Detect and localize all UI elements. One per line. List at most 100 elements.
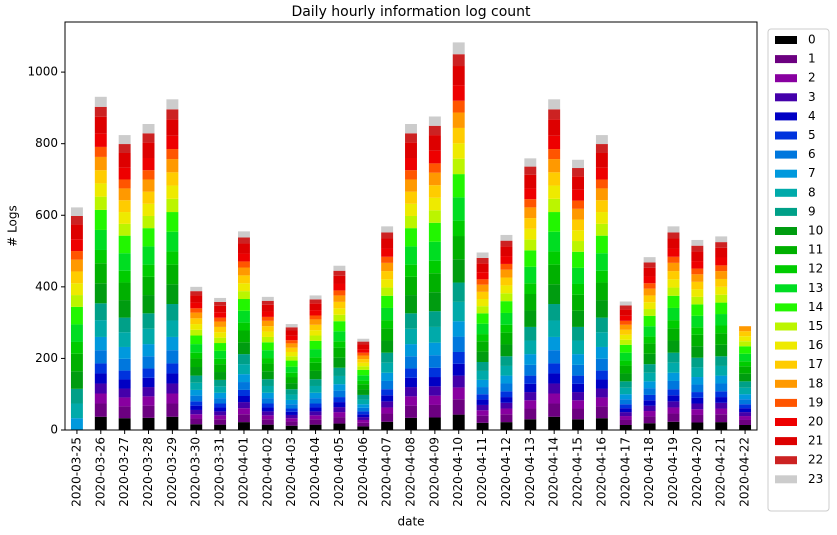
bar-segment [285,372,298,378]
bar-segment [333,275,346,284]
bar-segment [357,417,370,420]
bar-segment [476,422,489,430]
bar-segment [691,239,704,246]
bar-segment [238,310,250,323]
bar-segment [166,212,179,232]
bar-segment [94,229,107,250]
bar-segment [381,271,394,280]
bar-segment [595,270,608,283]
bar-segment [214,407,227,412]
bar-segment [548,185,561,199]
bar-segment [405,387,417,397]
legend-swatch [775,93,797,102]
legend-swatch [775,227,797,235]
bar-segment [238,396,250,403]
bar-segment [667,407,680,414]
bar-segment [357,422,370,427]
bar-segment [572,383,584,393]
bar-segment [548,251,561,265]
bar-segment [452,301,465,322]
bar-segment [309,411,322,416]
bar-segment [238,261,250,268]
y-axis-label: # Logs [6,205,20,247]
bar-segment [667,389,680,396]
bar-segment [285,335,298,341]
bar-segment [357,394,370,400]
bar-segment [285,366,298,373]
bar-segment [357,399,370,405]
bar-segment [238,275,250,284]
bar-segment [548,304,561,321]
bar-segment [739,408,752,413]
bar-segment [285,404,298,409]
bar-segment [309,424,322,430]
bar-segment [715,236,728,243]
bar-segment [285,324,298,328]
legend-swatch [775,169,797,178]
bar-segment [357,380,370,385]
bar-segment [715,414,728,423]
bar-segment [405,396,417,406]
bar-segment [548,383,561,394]
bar-segment [285,418,298,422]
x-tick-label: 2020-04-01 [236,437,250,507]
bar-segment [691,268,704,275]
bar-segment [572,400,584,409]
bar-segment [309,335,322,341]
bar-segment [118,379,131,389]
bar-segment [667,307,680,321]
bar-segment [572,310,584,327]
bar-segment [595,200,608,213]
bar-segment [190,395,203,402]
bar-segment [142,133,155,143]
bar-segment [285,360,298,367]
bar-segment [214,332,227,338]
bar-segment [452,259,465,283]
bar-segment [500,246,513,257]
bar-segment [142,396,155,406]
bar-segment [476,410,489,416]
x-tick-label: 2020-04-19 [666,437,680,507]
bar-segment [214,326,227,333]
bar-segment [214,403,227,408]
bar-segment [643,262,656,268]
bar-segment [572,419,584,430]
bar-segment [70,306,83,325]
bar-segment [572,326,584,341]
bar-segment [715,402,728,409]
bar-segment [619,344,632,353]
bar-segment [238,231,250,238]
bar-segment [238,374,250,383]
bar-segment [572,159,584,169]
bar-segment [619,334,632,340]
bar-segment [595,346,608,359]
bar-segment [94,156,107,171]
bar-segment [524,340,537,355]
bar-segment [452,351,465,364]
bar-segment [190,405,203,410]
bar-segment [166,135,179,150]
bar-segment [452,85,465,101]
bar-segment [285,377,298,384]
bar-segment [428,311,441,327]
bar-segment [500,422,513,430]
bar-segment [381,279,394,288]
bar-segment [94,403,107,417]
legend-swatch [775,36,797,44]
bar-segment [309,349,322,358]
bar-segment [333,283,346,291]
bar-segment [94,183,107,197]
bar-segment [261,320,274,327]
bar-segment [166,304,179,321]
legend-label: 0 [808,33,816,47]
x-tick-label: 2020-04-14 [547,437,561,507]
bar-segment [261,331,274,337]
bar-segment [667,352,680,363]
bar-segment [118,152,131,168]
bar-segment [381,401,394,408]
bar-segment [190,414,203,419]
bar-segment [261,300,274,305]
bar-segment [166,251,179,265]
bar-segment [166,159,179,173]
bar-segment [190,418,203,425]
